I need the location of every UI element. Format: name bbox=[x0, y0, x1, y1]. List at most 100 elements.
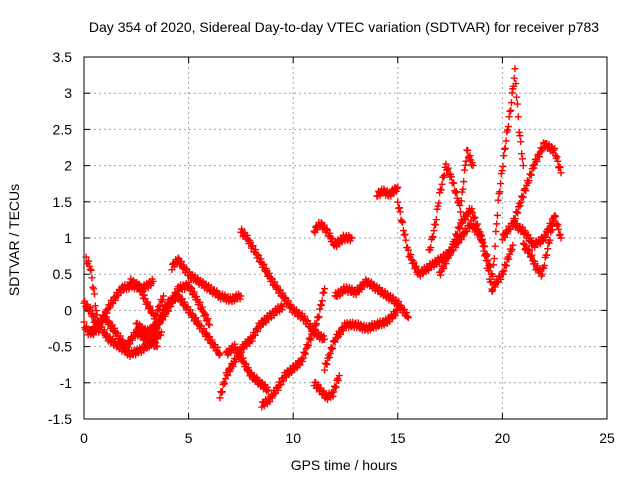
data-point bbox=[196, 298, 204, 306]
data-point bbox=[224, 372, 232, 380]
data-point bbox=[307, 336, 315, 344]
data-point bbox=[512, 80, 520, 88]
series-track-17 bbox=[373, 183, 402, 200]
data-point bbox=[444, 164, 452, 172]
data-point bbox=[271, 278, 279, 286]
data-point bbox=[518, 192, 526, 200]
data-point bbox=[513, 93, 521, 101]
data-point bbox=[443, 166, 451, 174]
data-point bbox=[249, 242, 257, 250]
data-point bbox=[453, 232, 461, 240]
data-point bbox=[157, 331, 165, 339]
data-point bbox=[490, 255, 498, 263]
data-point bbox=[435, 199, 443, 207]
data-point bbox=[185, 278, 193, 286]
data-point bbox=[507, 106, 515, 114]
data-point bbox=[541, 262, 549, 270]
data-point bbox=[482, 251, 490, 259]
data-point bbox=[321, 366, 329, 374]
data-point bbox=[460, 178, 468, 186]
data-point bbox=[89, 283, 97, 291]
data-point bbox=[153, 343, 161, 351]
data-point bbox=[525, 177, 533, 185]
data-point bbox=[469, 215, 477, 223]
data-point bbox=[322, 360, 330, 368]
data-point bbox=[436, 271, 444, 279]
data-point bbox=[498, 167, 506, 175]
data-point bbox=[310, 325, 318, 333]
data-point bbox=[326, 349, 334, 357]
y-tick-label: -1.5 bbox=[48, 411, 72, 427]
y-tick-label: 2 bbox=[64, 158, 72, 174]
data-point bbox=[82, 253, 90, 261]
data-point bbox=[321, 335, 329, 343]
data-point bbox=[546, 236, 554, 244]
data-point bbox=[401, 230, 409, 238]
data-point bbox=[387, 192, 395, 200]
data-point bbox=[445, 252, 453, 260]
data-point bbox=[457, 208, 465, 216]
data-point bbox=[427, 244, 435, 252]
data-point bbox=[556, 164, 564, 172]
data-point bbox=[304, 341, 312, 349]
data-point bbox=[513, 208, 521, 216]
data-point bbox=[399, 218, 407, 226]
data-point bbox=[320, 288, 328, 296]
data-point bbox=[394, 183, 402, 191]
x-tick-label: 20 bbox=[495, 430, 511, 446]
data-point bbox=[460, 166, 468, 174]
x-tick-label: 15 bbox=[390, 430, 406, 446]
data-point bbox=[505, 255, 513, 263]
data-point bbox=[505, 113, 513, 121]
data-point bbox=[453, 231, 461, 239]
data-point bbox=[218, 389, 226, 397]
data-point bbox=[511, 65, 519, 73]
data-point bbox=[216, 394, 224, 402]
data-point bbox=[252, 246, 260, 254]
data-point bbox=[471, 214, 479, 222]
data-point bbox=[101, 314, 109, 322]
data-point bbox=[457, 197, 465, 205]
data-point bbox=[517, 138, 525, 146]
data-point bbox=[268, 274, 276, 282]
data-point bbox=[514, 209, 522, 217]
data-point bbox=[490, 261, 498, 269]
data-point bbox=[511, 215, 519, 223]
data-point bbox=[399, 227, 407, 235]
data-point bbox=[85, 262, 93, 270]
data-point bbox=[358, 285, 366, 293]
data-point bbox=[320, 387, 328, 395]
data-point bbox=[318, 297, 326, 305]
data-point bbox=[548, 226, 556, 234]
data-point bbox=[229, 363, 237, 371]
data-point bbox=[452, 189, 460, 197]
data-point bbox=[450, 179, 458, 187]
data-point bbox=[473, 220, 481, 228]
data-point bbox=[140, 291, 148, 299]
data-point bbox=[201, 280, 209, 288]
series-track-09 bbox=[216, 301, 287, 402]
data-point bbox=[527, 252, 535, 260]
data-point bbox=[173, 291, 181, 299]
data-point bbox=[431, 221, 439, 229]
data-point bbox=[493, 220, 501, 228]
data-point bbox=[339, 327, 347, 335]
data-point bbox=[321, 285, 329, 293]
data-point bbox=[281, 294, 289, 302]
data-point bbox=[493, 211, 501, 219]
series-track-24 bbox=[519, 212, 559, 280]
data-point bbox=[499, 162, 507, 170]
data-point bbox=[91, 302, 99, 310]
data-point bbox=[134, 281, 142, 289]
data-point bbox=[251, 331, 259, 339]
data-point bbox=[508, 245, 516, 253]
data-point bbox=[159, 316, 167, 324]
data-point bbox=[402, 236, 410, 244]
data-point bbox=[477, 230, 485, 238]
data-point bbox=[157, 328, 165, 336]
data-point bbox=[403, 309, 411, 317]
data-point bbox=[462, 157, 470, 165]
data-point bbox=[204, 315, 212, 323]
data-point bbox=[194, 317, 202, 325]
data-point bbox=[541, 232, 549, 240]
